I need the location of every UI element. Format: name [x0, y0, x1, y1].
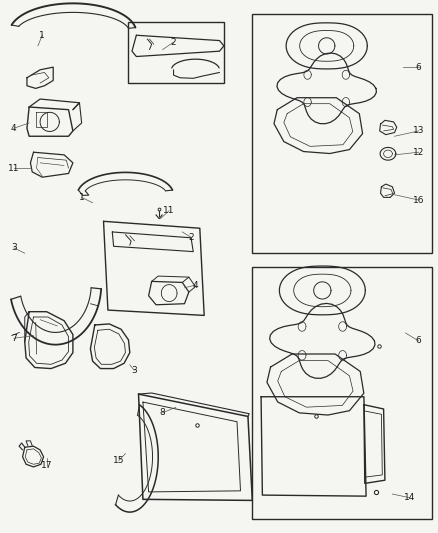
- Bar: [252, 266, 431, 519]
- Text: 1: 1: [78, 193, 85, 202]
- Text: 17: 17: [41, 462, 52, 470]
- Text: 13: 13: [412, 126, 424, 135]
- Bar: [252, 14, 431, 253]
- Text: 2: 2: [188, 233, 194, 242]
- Bar: [127, 22, 223, 83]
- Text: 4: 4: [192, 280, 198, 289]
- Text: 1: 1: [39, 31, 45, 40]
- Text: 11: 11: [8, 164, 20, 173]
- Text: 11: 11: [163, 206, 174, 215]
- Text: 6: 6: [415, 63, 420, 71]
- Text: 3: 3: [131, 366, 137, 375]
- Text: 12: 12: [412, 148, 424, 157]
- Text: 14: 14: [403, 493, 415, 502]
- Text: 4: 4: [11, 124, 17, 133]
- Text: 8: 8: [159, 408, 165, 417]
- Text: 15: 15: [113, 456, 124, 465]
- Text: 2: 2: [170, 38, 176, 47]
- Text: 7: 7: [11, 334, 17, 343]
- Text: 16: 16: [412, 196, 424, 205]
- Text: 6: 6: [415, 336, 420, 345]
- Text: 3: 3: [11, 244, 17, 253]
